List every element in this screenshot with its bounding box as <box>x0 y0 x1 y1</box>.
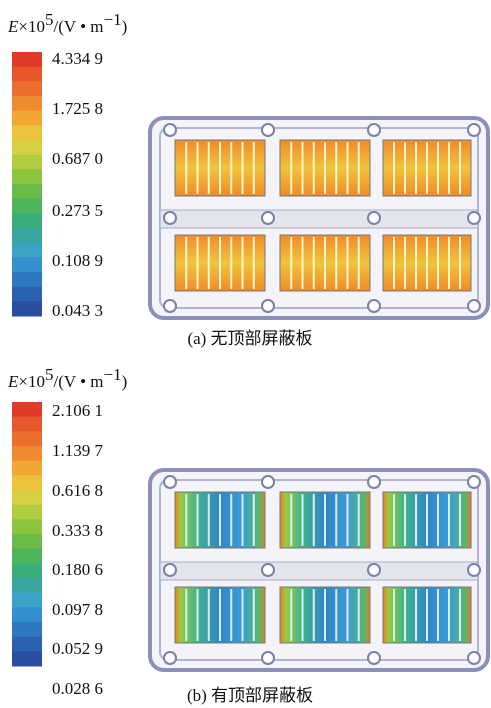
colorbar-band <box>12 243 42 258</box>
bolt <box>368 564 380 576</box>
bolt <box>468 564 480 576</box>
bolt <box>468 476 480 488</box>
colorbar-label: 1.139 7 <box>52 441 104 460</box>
colorbar-label: 2.106 1 <box>52 401 103 420</box>
colorbar-band <box>12 228 42 243</box>
bolt <box>262 212 274 224</box>
colorbar-band <box>12 125 42 140</box>
bolt <box>468 300 480 312</box>
bolt <box>164 652 176 664</box>
colorbar-band <box>12 52 42 67</box>
bolt <box>262 124 274 136</box>
bolt <box>262 652 274 664</box>
colorbar-band <box>12 169 42 184</box>
colorbar-label: 0.273 5 <box>52 201 103 220</box>
bolt <box>368 652 380 664</box>
colorbar-label: 0.333 8 <box>52 521 103 540</box>
colorbar-band <box>12 272 42 287</box>
colorbar-band <box>12 417 42 432</box>
bolt <box>368 300 380 312</box>
colorbar-band <box>12 651 42 666</box>
colorbar-band <box>12 446 42 461</box>
unit-exponent: 5 <box>45 10 54 29</box>
figure: E×105/(V • m−1)4.334 91.725 80.687 00.27… <box>0 0 491 708</box>
colorbar-band <box>12 184 42 199</box>
bolt <box>368 476 380 488</box>
colorbar-band <box>12 287 42 302</box>
colorbar-band <box>12 461 42 476</box>
unit-exponent: −1 <box>104 365 122 384</box>
colorbar-band <box>12 199 42 214</box>
divider <box>160 562 478 580</box>
colorbar-label: 0.043 3 <box>52 301 103 320</box>
unit-text: /(V • m <box>53 17 103 36</box>
bolt <box>164 212 176 224</box>
caption: (a) 无顶部屏蔽板 <box>187 329 312 348</box>
bolt <box>262 476 274 488</box>
colorbar-label: 4.334 9 <box>52 49 103 68</box>
colorbar-band <box>12 67 42 82</box>
colorbar-band <box>12 622 42 637</box>
divider <box>160 210 478 228</box>
unit-text: /(V • m <box>53 372 103 391</box>
unit-scale: ×10 <box>18 17 45 36</box>
unit-close: ) <box>122 17 128 36</box>
unit-exponent: −1 <box>104 10 122 29</box>
bolt <box>468 124 480 136</box>
colorbar-label: 0.097 8 <box>52 600 103 619</box>
colorbar-band <box>12 505 42 520</box>
bolt <box>368 124 380 136</box>
colorbar-band <box>12 81 42 96</box>
colorbar-band <box>12 593 42 608</box>
colorbar-band <box>12 301 42 316</box>
colorbar-label: 0.180 6 <box>52 560 103 579</box>
unit-scale: ×10 <box>18 372 45 391</box>
colorbar-band <box>12 534 42 549</box>
bolt <box>164 300 176 312</box>
bolt <box>468 652 480 664</box>
colorbar-band <box>12 402 42 417</box>
bolt <box>262 300 274 312</box>
colorbar-band <box>12 637 42 652</box>
colorbar-band <box>12 431 42 446</box>
bolt <box>468 212 480 224</box>
colorbar-band <box>12 155 42 170</box>
figure-canvas: E×105/(V • m−1)4.334 91.725 80.687 00.27… <box>0 0 491 708</box>
colorbar-label: 1.725 8 <box>52 99 103 118</box>
colorbar-label: 0.028 6 <box>52 679 103 698</box>
colorbar-band <box>12 549 42 564</box>
bolt <box>164 564 176 576</box>
colorbar-label: 0.052 9 <box>52 639 103 658</box>
colorbar-band <box>12 140 42 155</box>
caption: (b) 有顶部屏蔽板 <box>187 686 313 705</box>
colorbar-label: 0.687 0 <box>52 149 103 168</box>
colorbar-band <box>12 475 42 490</box>
colorbar-band <box>12 96 42 111</box>
colorbar-band <box>12 578 42 593</box>
unit-symbol: E <box>7 17 19 36</box>
colorbar-band <box>12 213 42 228</box>
colorbar-band <box>12 607 42 622</box>
colorbar-band <box>12 563 42 578</box>
bolt <box>164 124 176 136</box>
colorbar-label: 0.108 9 <box>52 251 103 270</box>
bolt <box>262 564 274 576</box>
unit-close: ) <box>122 372 128 391</box>
colorbar-band <box>12 519 42 534</box>
colorbar-band <box>12 257 42 272</box>
colorbar-band <box>12 111 42 126</box>
colorbar-unit: E×105/(V • m−1) <box>7 10 127 36</box>
unit-symbol: E <box>7 372 19 391</box>
colorbar-band <box>12 490 42 505</box>
bolt <box>164 476 176 488</box>
colorbar-label: 0.616 8 <box>52 481 103 500</box>
unit-exponent: 5 <box>45 365 54 384</box>
colorbar-unit: E×105/(V • m−1) <box>7 365 127 391</box>
bolt <box>368 212 380 224</box>
